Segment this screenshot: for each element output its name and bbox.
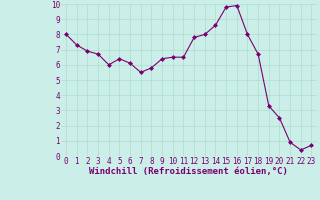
- X-axis label: Windchill (Refroidissement éolien,°C): Windchill (Refroidissement éolien,°C): [89, 167, 288, 176]
